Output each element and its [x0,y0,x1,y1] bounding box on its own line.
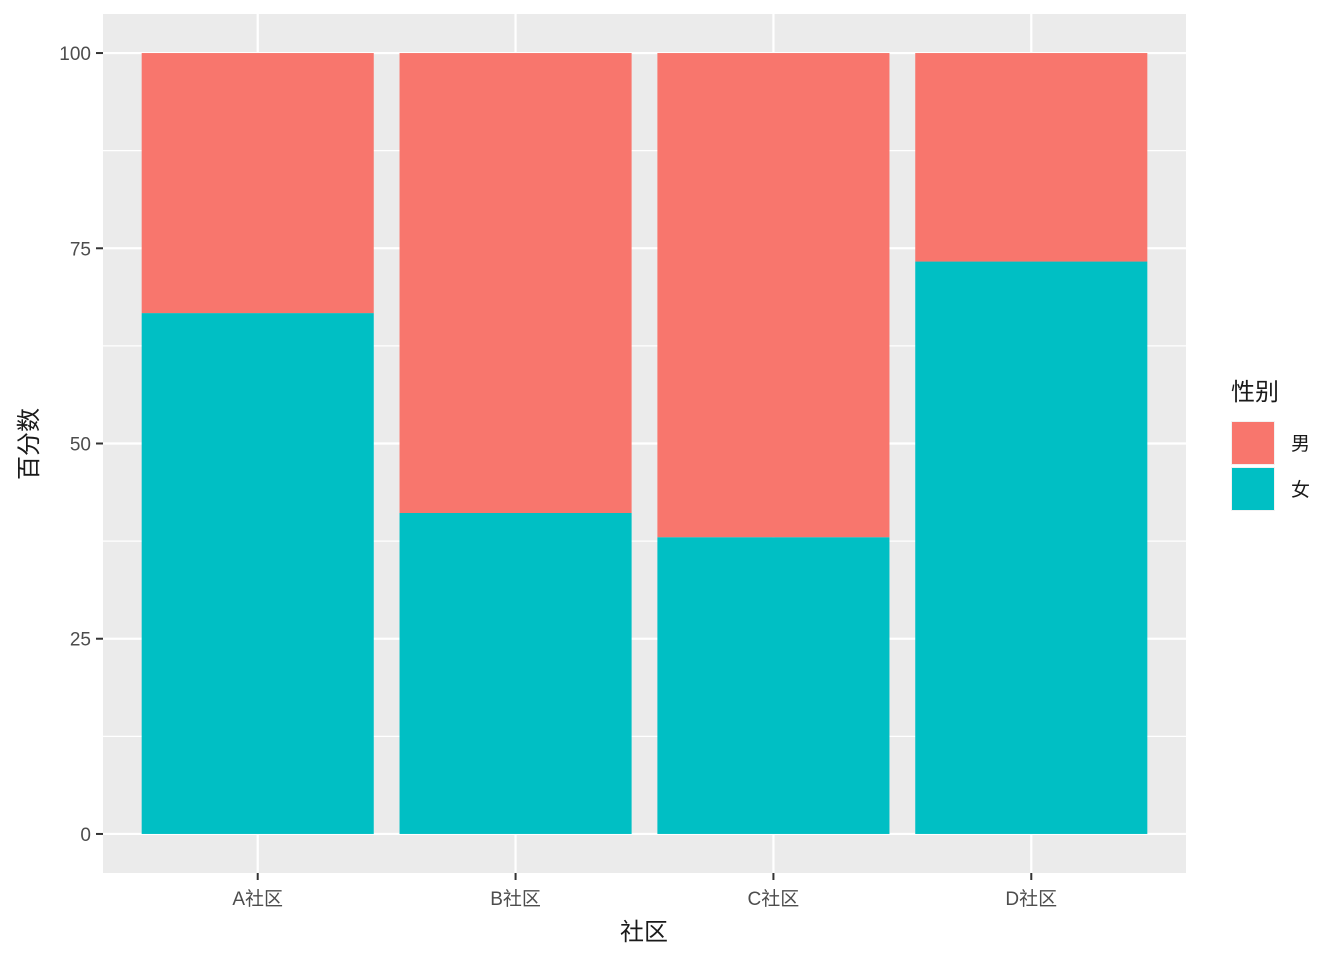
x-tick-label: A社区 [232,888,283,910]
x-tick-label: C社区 [748,888,800,910]
y-axis-title: 百分数 [15,408,43,480]
bar-segment [915,261,1148,834]
bar-segment [141,53,374,314]
bars [141,53,1148,834]
y-tick-label: 75 [70,239,91,260]
bar-segment [399,513,632,834]
legend-label: 女 [1291,479,1310,501]
x-axis: A社区 B社区 C社区 D社区 [232,873,1057,910]
y-tick-label: 25 [70,630,91,651]
bar-segment [657,53,890,538]
y-tick-label: 50 [70,435,91,456]
bar-segment [657,537,890,834]
y-axis: 0 25 50 75 100 [59,44,103,846]
legend-label: 男 [1291,433,1310,455]
y-tick-label: 0 [80,825,91,846]
legend-key-swatch [1232,422,1274,464]
legend-key-swatch [1232,468,1274,510]
bar-segment [141,313,374,834]
bar-segment [915,53,1148,262]
legend: 性别 男女 [1231,378,1310,511]
bar-segment [399,53,632,514]
legend-title: 性别 [1231,378,1279,406]
x-tick-label: B社区 [490,888,541,910]
y-tick-label: 100 [59,44,91,65]
x-axis-title: 社区 [620,918,668,946]
x-tick-label: D社区 [1005,888,1057,910]
